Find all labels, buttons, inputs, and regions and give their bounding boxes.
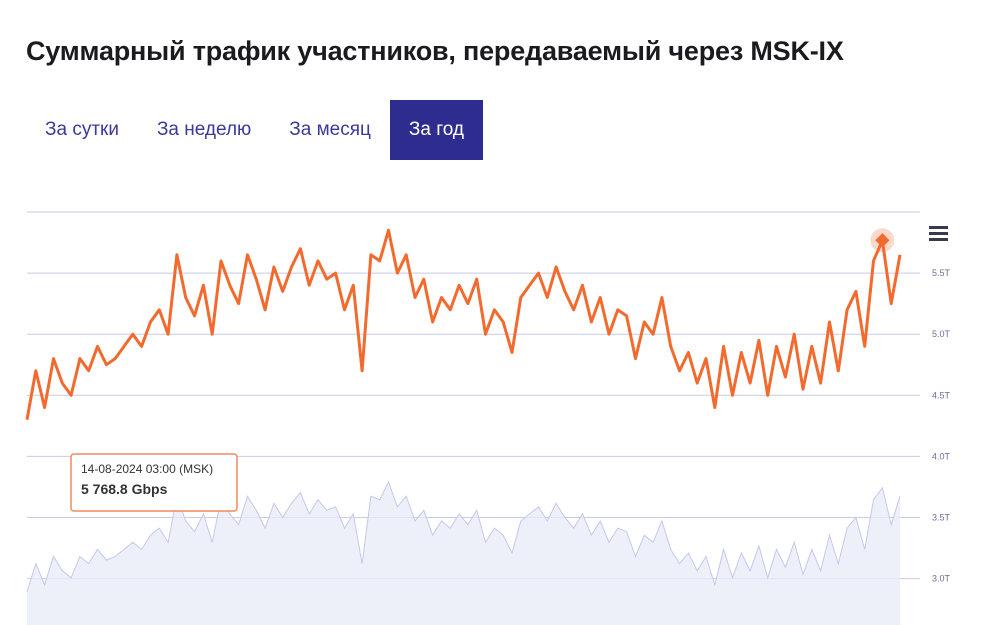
menu-bar <box>929 232 948 235</box>
y-tick-label: 4.0T <box>932 451 951 461</box>
tab-bar: За сутки За неделю За месяц За год <box>26 100 483 160</box>
navigator-line <box>26 480 901 593</box>
chart-menu[interactable] <box>929 226 948 241</box>
menu-bar <box>929 226 948 229</box>
tooltip: 14-08-2024 03:00 (MSK) 5 768.8 Gbps <box>70 453 238 512</box>
hover-marker <box>875 233 890 248</box>
period-tab[interactable]: За месяц <box>289 119 371 140</box>
tooltip-box <box>70 453 238 512</box>
y-tick-label: 3.5T <box>932 512 951 522</box>
series-line <box>25 228 902 420</box>
period-tab[interactable]: За год <box>389 100 483 160</box>
menu-bar <box>929 238 948 241</box>
period-tab[interactable]: За неделю <box>156 119 252 140</box>
navigator-area <box>27 482 900 625</box>
y-tick-label: 4.5T <box>932 390 951 400</box>
y-tick-label: 3.0T <box>932 574 951 584</box>
page-title: Суммарный трафик участников, передаваемы… <box>26 36 844 66</box>
y-tick-label: 5.5T <box>932 268 951 278</box>
tooltip-value: 5 768.8 Gbps <box>81 481 168 497</box>
y-tick-label: 5.0T <box>932 329 951 339</box>
tooltip-date: 14-08-2024 03:00 (MSK) <box>81 462 213 476</box>
period-tab[interactable]: За сутки <box>45 119 119 140</box>
